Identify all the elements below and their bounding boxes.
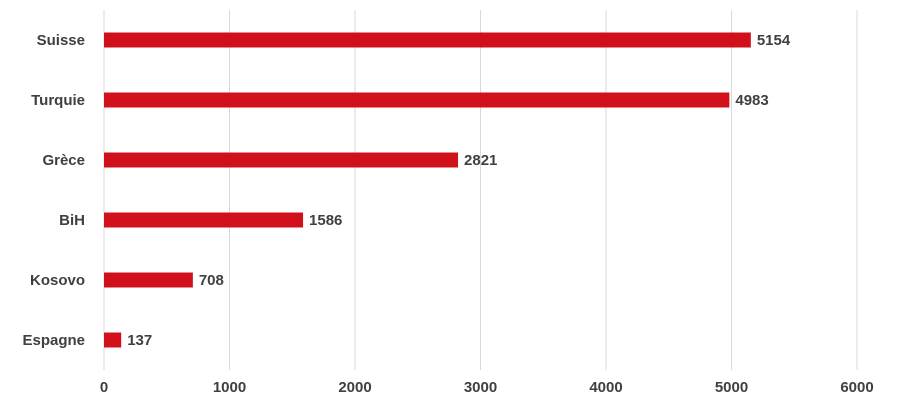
category-label: Suisse — [37, 32, 85, 49]
data-label: 4983 — [735, 92, 768, 109]
grid-lines — [103, 10, 858, 370]
bars — [104, 32, 751, 348]
bar-turquie — [104, 92, 730, 108]
x-tick-labels: 0 1000 2000 3000 4000 5000 6000 — [100, 379, 874, 396]
data-label: 1586 — [309, 212, 342, 229]
x-tick-label: 3000 — [464, 379, 497, 396]
category-label: BiH — [59, 212, 85, 229]
category-labels: Suisse Turquie Grèce BiH Kosovo Espagne — [22, 32, 85, 349]
x-tick-label: 5000 — [715, 379, 748, 396]
data-label: 2821 — [464, 152, 497, 169]
bar-grèce — [104, 152, 459, 168]
category-label: Espagne — [22, 332, 85, 349]
data-labels: 5154 4983 2821 1586 708 137 — [127, 32, 791, 349]
bar-espagne — [104, 332, 122, 348]
x-tick-label: 4000 — [589, 379, 622, 396]
data-label: 137 — [127, 332, 152, 349]
x-tick-label: 0 — [100, 379, 108, 396]
x-tick-label: 6000 — [840, 379, 873, 396]
bar-bih — [104, 212, 304, 228]
bar-suisse — [104, 32, 751, 48]
x-tick-label: 2000 — [338, 379, 371, 396]
x-tick-label: 1000 — [213, 379, 246, 396]
data-label: 708 — [199, 272, 224, 289]
category-label: Grèce — [42, 152, 85, 169]
category-label: Kosovo — [30, 272, 85, 289]
bar-kosovo — [104, 272, 193, 288]
data-label: 5154 — [757, 32, 791, 49]
category-label: Turquie — [31, 92, 85, 109]
